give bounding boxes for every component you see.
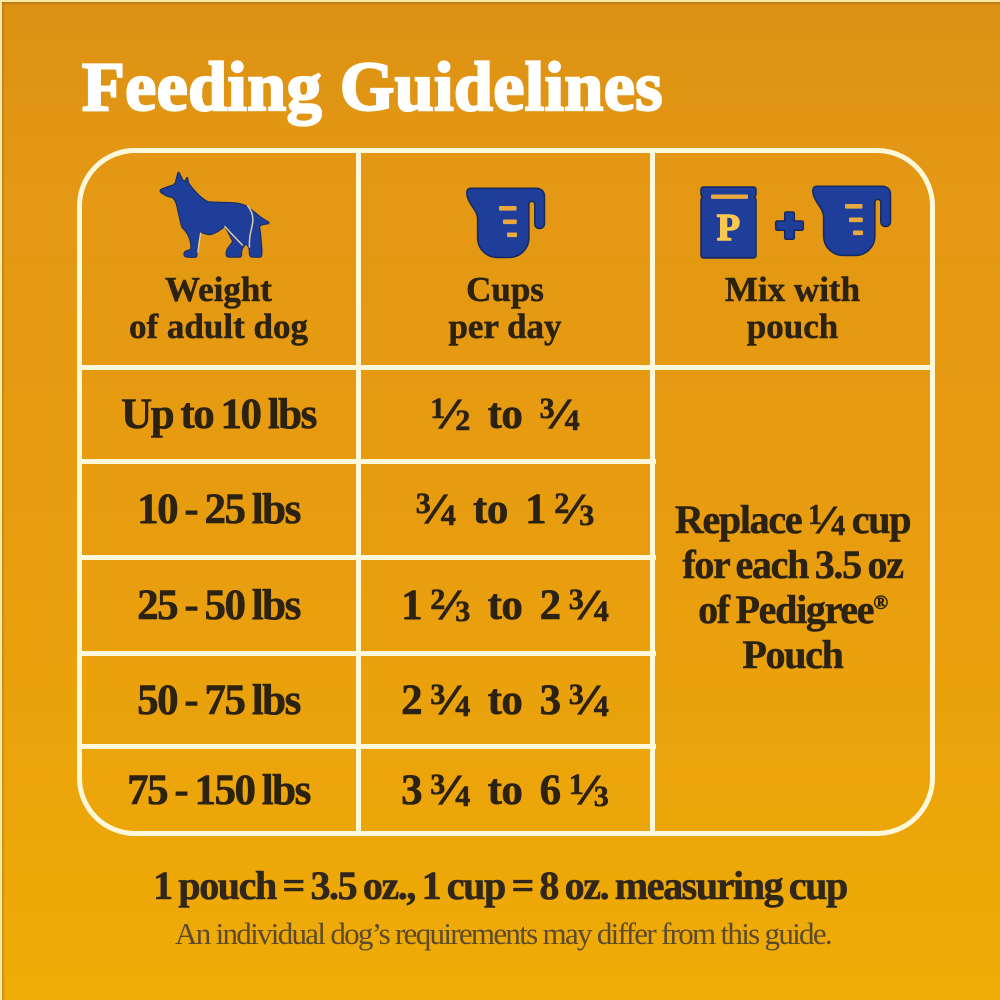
svg-text:P: P [717,207,740,249]
